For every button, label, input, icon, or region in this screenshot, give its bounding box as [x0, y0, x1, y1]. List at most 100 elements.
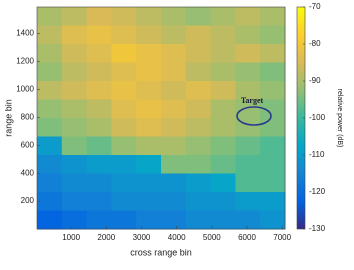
heatmap-cell	[136, 210, 162, 230]
heatmap-cell	[37, 210, 63, 230]
heatmap-cell	[260, 118, 286, 137]
heatmap-cell	[210, 25, 236, 45]
heatmap-cell	[185, 210, 212, 230]
heatmap-cell	[161, 7, 187, 26]
heatmap-cell	[235, 136, 261, 156]
heatmap-cell	[86, 99, 112, 119]
heatmap-cell	[260, 25, 286, 45]
heatmap-cell	[37, 81, 63, 100]
heatmap-cell	[235, 7, 261, 26]
heatmap-cell	[210, 7, 236, 26]
heatmap-cell	[210, 210, 236, 230]
annotation: Target	[241, 96, 264, 105]
y-tick-label: 1000	[16, 84, 34, 93]
heatmap-cell	[161, 62, 187, 82]
heatmap-cell	[260, 44, 286, 63]
heatmap-cell	[37, 155, 63, 174]
x-tick-label: 4000	[168, 233, 186, 242]
heatmap-cell	[161, 155, 187, 174]
x-tick-label: 7000	[273, 233, 291, 242]
heatmap-cell	[210, 81, 236, 100]
heatmap-cell	[37, 44, 63, 63]
heatmap-cell	[86, 136, 112, 156]
heatmap-cell	[235, 44, 261, 63]
heatmap-cell	[210, 62, 236, 82]
heatmap-cell	[111, 81, 137, 100]
target-ellipse	[236, 106, 272, 126]
heatmap-cell	[37, 173, 63, 193]
heatmap-cell	[260, 136, 286, 156]
heatmap-cell	[86, 62, 112, 82]
heatmap-cell	[136, 81, 162, 100]
heatmap-cell	[185, 173, 212, 193]
heatmap-cell	[86, 44, 112, 63]
heatmap-cell	[235, 25, 261, 45]
heatmap-cell	[61, 173, 88, 193]
heatmap-cell	[136, 99, 162, 119]
heatmap-cell	[185, 25, 212, 45]
heatmap-cell	[185, 44, 212, 63]
x-tick-label: 2000	[97, 233, 115, 242]
colorbar-tick-label: -70	[309, 2, 321, 11]
x-tick-label: 5000	[203, 233, 221, 242]
heatmap-cell	[210, 44, 236, 63]
heatmap-cell	[260, 7, 286, 26]
x-tick-label: 3000	[133, 233, 151, 242]
heatmap-cell	[61, 81, 88, 100]
heatmap-cell	[235, 62, 261, 82]
heatmap-cell	[111, 173, 137, 193]
heatmap-cell	[235, 99, 261, 119]
heatmap-cell	[260, 210, 286, 230]
heatmap-cell	[210, 118, 236, 137]
colorbar-tick-label: -110	[309, 150, 325, 159]
heatmap-cell	[111, 62, 137, 82]
heatmap-cell	[61, 99, 88, 119]
heatmap-cell	[111, 210, 137, 230]
heatmap-cell	[37, 7, 63, 26]
heatmap-cell	[161, 99, 187, 119]
heatmap-cell	[136, 44, 162, 63]
heatmap-cell	[136, 25, 162, 45]
heatmap-cell	[260, 99, 286, 119]
colorbar-tick-label: -90	[309, 76, 321, 85]
heatmap-cell	[61, 155, 88, 174]
y-tick-label: 800	[21, 112, 35, 121]
heatmap-cell	[86, 118, 112, 137]
heatmap-cell	[86, 192, 112, 211]
heatmap-cell	[37, 62, 63, 82]
heatmap-cell	[86, 210, 112, 230]
heatmap-cell	[235, 210, 261, 230]
heatmap-cell	[185, 81, 212, 100]
heatmap-cell	[136, 173, 162, 193]
heatmap-cell	[111, 25, 137, 45]
heatmap-cell	[161, 81, 187, 100]
heatmap-cell	[210, 99, 236, 119]
heatmap-cell	[210, 136, 236, 156]
heatmap-cell	[235, 192, 261, 211]
heatmap-cell	[111, 136, 137, 156]
heatmap-cell	[37, 25, 63, 45]
heatmap-cell	[161, 136, 187, 156]
heatmap-cell	[86, 155, 112, 174]
heatmap-cell	[86, 25, 112, 45]
heatmap-cell	[260, 173, 286, 193]
heatmap-cell	[111, 99, 137, 119]
colorbar-tick-label: -100	[309, 113, 326, 122]
heatmap-cell	[185, 99, 212, 119]
heatmap-cell	[111, 44, 137, 63]
heatmap-cell	[161, 173, 187, 193]
heatmap-cell	[260, 62, 286, 82]
plot-frame	[36, 6, 286, 230]
heatmap-cell	[61, 136, 88, 156]
heatmap-cell	[136, 155, 162, 174]
heatmap-cell	[185, 7, 212, 26]
x-axis-label: cross range bin	[130, 247, 192, 257]
colorbar-tick-label: -120	[309, 187, 326, 196]
heatmap-cell	[161, 192, 187, 211]
x-tick-label: 6000	[238, 233, 256, 242]
heatmap-cell	[136, 118, 162, 137]
y-axis-label: range bin	[3, 99, 13, 137]
heatmap-cell	[210, 155, 236, 174]
y-tick-label: 400	[21, 168, 35, 177]
